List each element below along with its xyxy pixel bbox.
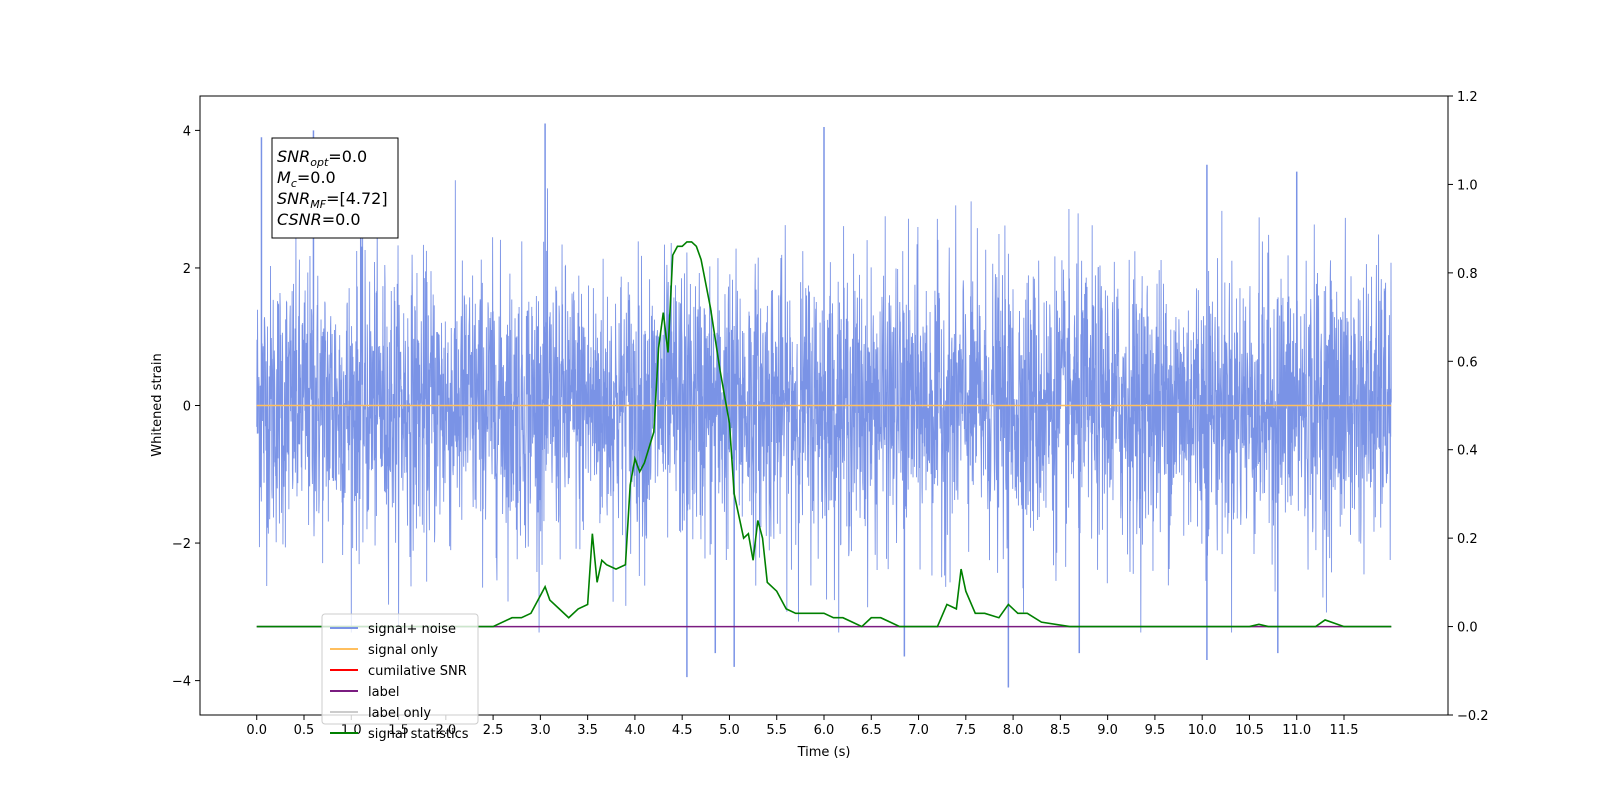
x-tick-label: 0.5	[294, 723, 315, 738]
x-tick-label: 1.5	[388, 723, 409, 738]
x-tick-label: 3.5	[577, 723, 598, 738]
x-tick-label: 6.5	[861, 723, 882, 738]
x-tick-label: 1.0	[341, 723, 362, 738]
x-axis-label: Time (s)	[797, 745, 851, 760]
legend: signal+ noise signal only cumilative SNR la…	[321, 613, 479, 742]
annotation-line: SNRMF=[4.72]	[277, 189, 388, 211]
y-tick-label: 4	[183, 124, 191, 139]
legend-label: signal+ noise	[368, 622, 456, 637]
legend-label: signal only	[368, 643, 438, 658]
x-tick-label: 11.0	[1282, 723, 1311, 738]
x-tick-label: 10.5	[1235, 723, 1264, 738]
x-tick-label: 2.0	[435, 723, 456, 738]
x-tick-label: 7.0	[908, 723, 929, 738]
y-right-tick-label: 1.2	[1457, 90, 1478, 105]
axes-layer: 0.0 0.5 1.0 1.5 2.0 2.5 3.0 3.5 4.0 4.5 5.0 5.5 6.0 6…	[172, 90, 1489, 738]
x-tick-label: 6.0	[814, 723, 835, 738]
annotation-line: Mc=0.0	[277, 168, 336, 190]
x-tick-label: 4.5	[672, 723, 693, 738]
series-signal-statistics	[256, 241, 1392, 628]
x-tick-label: 10.0	[1188, 723, 1217, 738]
x-tick-label: 8.5	[1050, 723, 1071, 738]
y-right-tick-label: −0.2	[1457, 709, 1489, 724]
x-tick-label: 7.5	[955, 723, 976, 738]
plot-series-layer	[256, 123, 1392, 688]
x-tick-label: 11.5	[1330, 723, 1359, 738]
x-tick-label: 3.0	[530, 723, 551, 738]
y-axis-label: Whitened strain	[150, 353, 165, 456]
x-tick-label: 4.0	[625, 723, 646, 738]
annotation-line: CSNR=0.0	[277, 210, 361, 229]
y-tick-label: 0	[183, 400, 191, 415]
annotation-line: SNRopt=0.0	[277, 147, 367, 169]
y-right-tick-label: 0.4	[1457, 444, 1478, 459]
x-tick-label: 5.5	[766, 723, 787, 738]
series-signal-plus-noise	[256, 180, 1392, 633]
legend-label: label only	[368, 706, 431, 721]
x-tick-label: 9.0	[1097, 723, 1118, 738]
legend-label: signal statistics	[368, 727, 469, 742]
y-right-tick-label: 0.2	[1457, 532, 1478, 547]
y-tick-label: −2	[172, 537, 191, 552]
x-tick-label: 8.0	[1003, 723, 1024, 738]
y-right-tick-label: 0.8	[1457, 267, 1478, 282]
y-tick-label: −4	[172, 675, 191, 690]
y-right-tick-label: 0.6	[1457, 355, 1478, 370]
x-tick-label: 2.5	[483, 723, 504, 738]
y-right-tick-label: 0.0	[1457, 621, 1478, 636]
x-tick-label: 9.5	[1145, 723, 1166, 738]
y-right-tick-label: 1.0	[1457, 178, 1478, 193]
legend-label: label	[368, 685, 399, 700]
x-tick-label: 5.0	[719, 723, 740, 738]
x-tick-label: 0.0	[246, 723, 267, 738]
legend-label: cumilative SNR	[368, 664, 467, 679]
y-tick-label: 2	[183, 262, 191, 277]
